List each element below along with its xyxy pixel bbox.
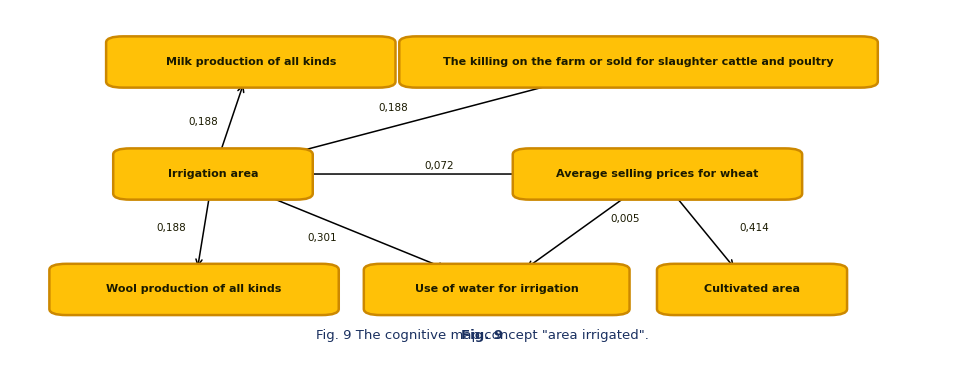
Text: 0,072: 0,072 [425, 161, 455, 170]
Text: 0,005: 0,005 [611, 214, 640, 224]
Text: 0,188: 0,188 [157, 223, 186, 233]
FancyBboxPatch shape [364, 264, 629, 315]
Text: Use of water for irrigation: Use of water for irrigation [415, 284, 579, 294]
FancyBboxPatch shape [512, 148, 802, 200]
FancyBboxPatch shape [657, 264, 847, 315]
FancyBboxPatch shape [106, 37, 396, 87]
Text: 0,188: 0,188 [379, 103, 408, 113]
Text: Fig. 9 The cognitive map concept "area irrigated".: Fig. 9 The cognitive map concept "area i… [317, 329, 648, 342]
FancyBboxPatch shape [49, 264, 339, 315]
Text: Irrigation area: Irrigation area [168, 169, 259, 179]
Text: 0,301: 0,301 [308, 233, 337, 243]
FancyBboxPatch shape [400, 37, 878, 87]
Text: 0,414: 0,414 [739, 223, 769, 233]
Text: 0,188: 0,188 [188, 117, 218, 127]
Text: Cultivated area: Cultivated area [704, 284, 800, 294]
Text: Milk production of all kinds: Milk production of all kinds [166, 57, 336, 67]
Text: Fig. 9: Fig. 9 [461, 329, 504, 342]
Text: The killing on the farm or sold for slaughter cattle and poultry: The killing on the farm or sold for slau… [443, 57, 834, 67]
Text: Wool production of all kinds: Wool production of all kinds [106, 284, 282, 294]
Text: Average selling prices for wheat: Average selling prices for wheat [556, 169, 758, 179]
FancyBboxPatch shape [113, 148, 313, 200]
